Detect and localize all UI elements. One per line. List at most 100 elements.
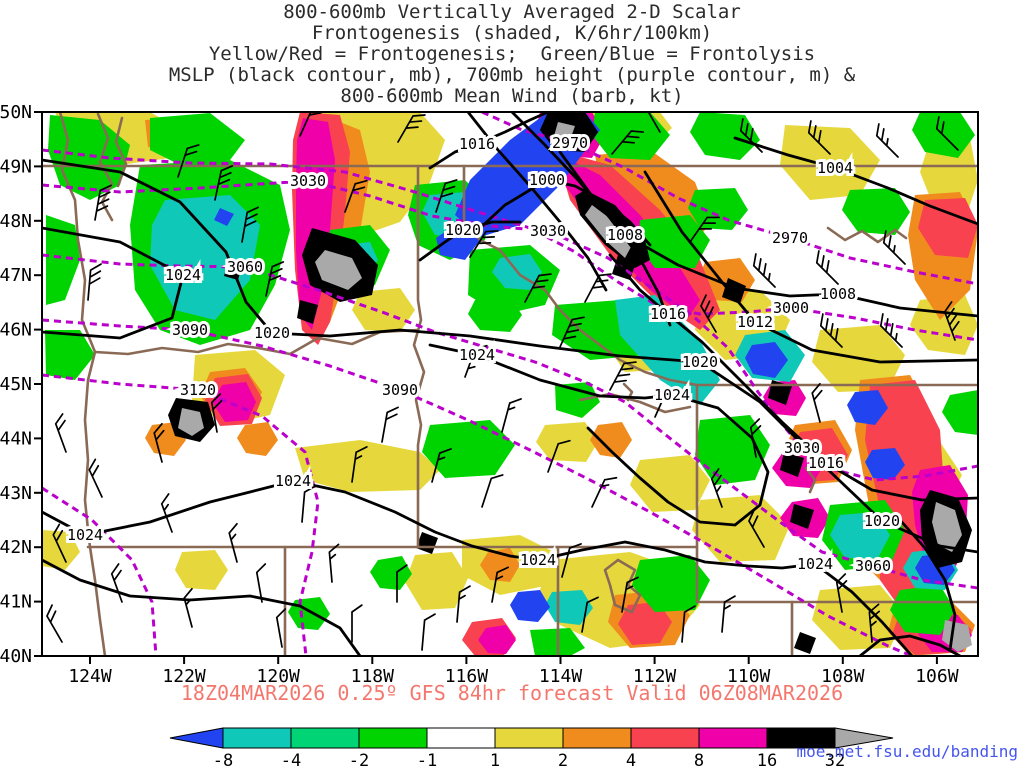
wind-barb — [721, 595, 736, 633]
shading-gray — [315, 250, 362, 290]
contour-label: 3120 — [180, 381, 216, 399]
shading-yellow — [780, 125, 880, 200]
lon-axis-label: 112W — [633, 666, 677, 687]
wind-barb — [344, 179, 368, 213]
height-contour — [481, 112, 978, 286]
wind-barb — [811, 382, 823, 423]
wind-barb — [591, 476, 618, 508]
wind-barb — [561, 543, 582, 578]
wind-barb — [241, 206, 259, 243]
shading-teal — [830, 512, 890, 558]
lat-axis-label: 46N — [0, 320, 32, 341]
mslp-contour-labels: 1016 1000 1004 1020 1008 1024 1008 1012 1016 1020… — [64, 132, 903, 576]
wind-barb — [752, 253, 776, 288]
lat-axis-label: 48N — [0, 211, 32, 232]
colorbar-tick-label: 2 — [558, 751, 568, 768]
shading-black — [790, 504, 814, 529]
colorbar-segment — [562, 727, 632, 749]
mslp-contour — [428, 112, 550, 170]
contour-label: 3030 — [784, 439, 820, 457]
colorbar-left-arrow — [169, 727, 224, 749]
contour-label: 3030 — [290, 172, 326, 190]
frontogenesis-shading — [42, 112, 978, 656]
wind-barb — [87, 263, 102, 301]
wind-barb — [611, 130, 645, 155]
wind-barb — [819, 313, 843, 348]
shading-blue — [745, 342, 788, 378]
shading-blue — [436, 225, 480, 260]
lon-axis-label: 108W — [821, 666, 865, 687]
mslp-contour — [418, 220, 522, 262]
height-contour-labels: 2970 2970 3000 3030 3030 3030 3060 3060 3090 3090… — [169, 131, 894, 578]
lon-axis-label: 120W — [257, 666, 301, 687]
wind-barb — [647, 112, 661, 133]
contour-label: 1020 — [445, 221, 481, 239]
wind-barb — [396, 564, 408, 603]
shading-orange — [237, 422, 278, 456]
shading-gray — [554, 122, 575, 140]
colorbar-segment — [358, 727, 428, 749]
shading-magenta — [212, 382, 256, 422]
wind-barb — [52, 523, 67, 563]
shading-gray — [932, 502, 962, 552]
state-border-line — [462, 220, 699, 387]
wind-barb — [700, 294, 717, 333]
title-line-5: 800-600mb Mean Wind (barb, kt) — [340, 85, 684, 107]
lon-axis-label: 110W — [727, 666, 771, 687]
lon-axis-label: 122W — [162, 666, 206, 687]
lat-axis-label: 44N — [0, 428, 32, 449]
lon-axis-label: 116W — [445, 666, 489, 687]
lat-axis-label: 45N — [0, 374, 32, 395]
wind-barb — [481, 474, 504, 508]
wind-barb — [710, 468, 723, 508]
contour-label: 1020 — [864, 512, 900, 530]
shading-green — [555, 382, 600, 418]
shading-green — [46, 215, 80, 305]
lon-axis-label: 106W — [915, 666, 959, 687]
site-url: moe.met.fsu.edu/banding — [796, 742, 1018, 761]
state-border-line — [826, 226, 908, 244]
shading-gray — [585, 205, 632, 258]
shading-yellow — [630, 455, 710, 512]
lon-axis-label: 114W — [539, 666, 583, 687]
state-border-line — [93, 328, 420, 356]
contour-label: 1020 — [254, 324, 290, 342]
state-border-line — [96, 112, 114, 222]
wind-barb — [328, 543, 340, 583]
contour-label: 1008 — [820, 285, 856, 303]
wind-barb — [882, 230, 906, 265]
shading-magenta — [296, 118, 335, 330]
colorbar-tick-label: 16 — [757, 751, 777, 768]
contour-label: 1008 — [607, 226, 643, 244]
shading-yellow — [295, 440, 440, 492]
shading-green — [688, 188, 748, 230]
lon-axis-label: 124W — [68, 666, 112, 687]
colorbar-tick-label: 4 — [626, 751, 636, 768]
wind-barb — [501, 398, 522, 433]
title-line-4: MSLP (black contour, mb), 700mb height (… — [168, 64, 856, 86]
shading-green — [150, 113, 245, 165]
contour-label: 1016 — [808, 454, 844, 472]
shading-gray — [178, 408, 204, 436]
wind-barb — [524, 273, 552, 303]
wind-barb — [581, 596, 599, 633]
wind-barb — [351, 604, 363, 643]
contour-label: 2970 — [552, 134, 588, 152]
forecast-validity-text: 18Z04MAR2026 0.25º GFS 84hr forecast Val… — [180, 681, 844, 705]
mslp-contour — [608, 253, 978, 502]
wind-barb — [456, 585, 471, 623]
wind-barb — [621, 576, 639, 613]
lat-axis-label: 43N — [0, 483, 32, 504]
shading-blue — [510, 590, 550, 622]
height-contour — [42, 486, 158, 656]
contour-label: 1016 — [459, 135, 495, 153]
mslp-contour — [643, 170, 978, 364]
colorbar-tick-label: 8 — [694, 751, 704, 768]
figure-title: 800-600mb Vertically Averaged 2-D Scalar… — [0, 2, 1024, 107]
height-contours-700mb — [42, 112, 978, 656]
wind-barb — [153, 422, 165, 463]
wind-barb — [88, 458, 103, 498]
lat-axis-label: 47N — [0, 265, 32, 286]
wind-barb — [46, 604, 63, 643]
